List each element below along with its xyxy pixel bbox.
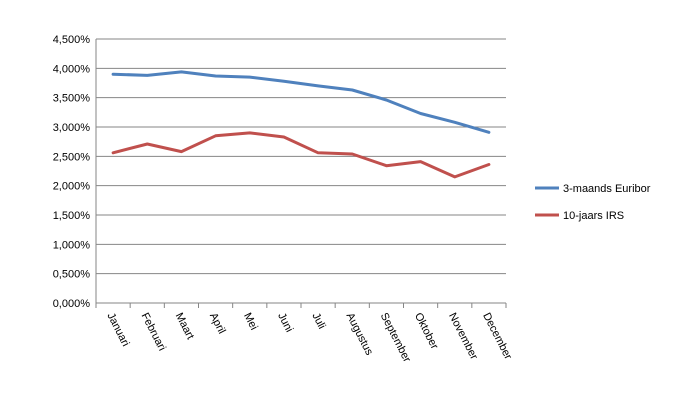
y-axis-tick-labels: 0,000% 0,500% 1,000% 1,500% 2,000% 2,500% 3,00… xyxy=(53,34,91,310)
y-tick-label: 4,500% xyxy=(53,34,91,46)
y-tick-label: 3,000% xyxy=(53,122,91,134)
x-tick-label: November xyxy=(446,311,480,362)
x-tick-label: Januari xyxy=(104,311,131,349)
x-tick-label: Juli xyxy=(309,311,327,331)
x-tick-label: Mei xyxy=(241,311,260,332)
gridlines xyxy=(96,38,506,304)
x-tick-label: Maart xyxy=(173,311,196,342)
y-tick-label: 3,500% xyxy=(53,93,91,105)
legend-label: 3-maands Euribor xyxy=(563,183,651,195)
series-line-2 xyxy=(111,131,491,179)
y-tick-label: 2,500% xyxy=(53,151,91,163)
axes xyxy=(95,39,507,308)
x-tick-label: Augustus xyxy=(344,311,376,358)
legend: 3-maands Euribor 10-jaars IRS xyxy=(535,183,651,222)
y-tick-label: 1,000% xyxy=(53,239,91,251)
x-tick-label: April xyxy=(207,311,228,336)
x-tick-label: Juni xyxy=(275,311,295,334)
legend-label: 10-jaars IRS xyxy=(563,210,624,222)
x-tick-label: December xyxy=(480,311,514,362)
y-tick-label: 4,000% xyxy=(53,63,91,75)
x-axis-tick-labels: Januari Februari Maart April Mei Juni Juli Augu… xyxy=(104,311,514,365)
y-tick-label: 0,500% xyxy=(53,269,91,281)
x-tick-label: September xyxy=(378,311,413,365)
series-line-1 xyxy=(111,70,491,134)
y-tick-label: 1,500% xyxy=(53,210,91,222)
x-tick-label: Oktober xyxy=(412,311,441,352)
y-tick-label: 0,000% xyxy=(53,298,91,310)
y-tick-label: 2,000% xyxy=(53,181,91,193)
series-lines xyxy=(111,70,491,179)
x-tick-label: Februari xyxy=(139,311,168,353)
